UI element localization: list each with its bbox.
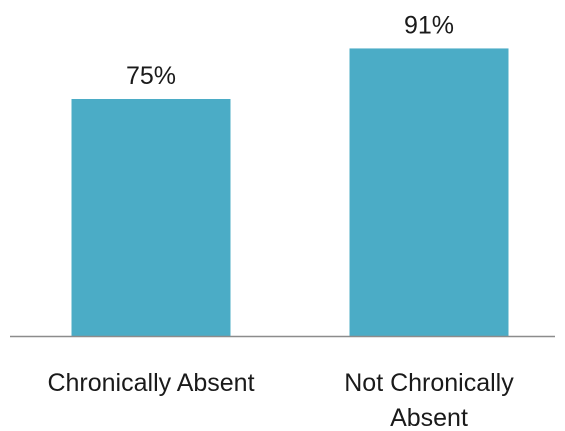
category-labels-group: Chronically Absent Not Chronically Absent bbox=[47, 369, 514, 431]
bar-1 bbox=[349, 48, 509, 336]
data-label-1: 91% bbox=[404, 11, 454, 39]
category-label-1-line-1: Absent bbox=[390, 404, 468, 431]
category-label-1-line-0: Not Chronically bbox=[344, 369, 514, 397]
bars-group bbox=[71, 48, 509, 336]
category-label-0: Chronically Absent bbox=[47, 369, 254, 397]
bar-0 bbox=[71, 99, 231, 336]
data-label-0: 75% bbox=[126, 62, 176, 90]
data-labels-group: 75% 91% bbox=[126, 11, 454, 90]
